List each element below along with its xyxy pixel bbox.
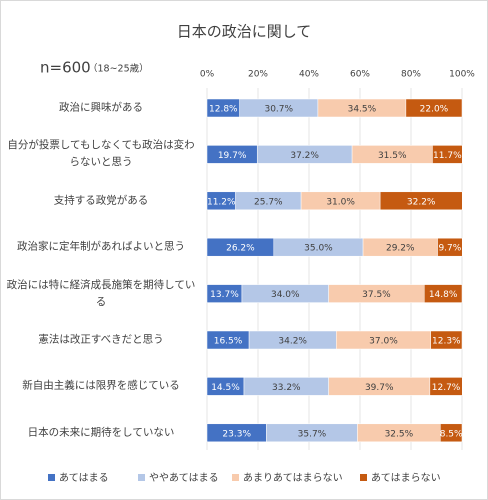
data-label: 39.7%	[365, 383, 394, 393]
bar-segment	[437, 237, 463, 257]
data-label: 11.2%	[207, 197, 236, 207]
chart-title: 日本の政治に関して	[177, 23, 312, 41]
data-label: 37.2%	[290, 151, 319, 161]
x-tick-label: 0%	[200, 70, 215, 80]
legend-swatch	[48, 474, 55, 481]
data-label: 16.5%	[214, 337, 243, 347]
data-label: 32.2%	[407, 197, 436, 207]
legend-label: あまりあてはまらない	[243, 472, 343, 484]
bar-segment	[405, 98, 463, 118]
bar-segment	[429, 377, 463, 396]
category-label: 政治には特に経済成長施策を期待している	[6, 278, 196, 308]
legend-label: あてはまらない	[371, 472, 441, 484]
category-label: 支持する政党がある	[53, 194, 149, 207]
data-label: 35.0%	[304, 244, 333, 254]
category-label: 新自由主義には限界を感じている	[22, 379, 180, 392]
bar-segment	[432, 145, 463, 164]
data-label: 34.0%	[271, 290, 300, 300]
data-label: 14.8%	[429, 290, 458, 300]
legend-swatch	[360, 474, 367, 481]
category-label: 自分が投票してもしなくても政治は変わらないと思う	[7, 139, 195, 169]
data-label: 8.5%	[440, 429, 463, 439]
data-label: 22.0%	[420, 105, 449, 115]
data-label: 13.7%	[210, 290, 239, 300]
bar-segment	[440, 423, 463, 443]
data-label: 29.2%	[386, 244, 415, 254]
x-tick-label: 20%	[248, 70, 268, 80]
data-label: 9.7%	[438, 244, 461, 254]
data-label: 30.7%	[264, 105, 293, 115]
data-label: 12.3%	[432, 337, 461, 347]
x-tick-label: 80%	[401, 70, 421, 80]
data-label: 25.7%	[254, 197, 283, 207]
data-label: 31.0%	[326, 197, 355, 207]
data-label: 33.2%	[272, 383, 301, 393]
legend-label: ややあてはまる	[149, 472, 219, 484]
data-label: 11.7%	[433, 151, 462, 161]
data-label: 34.5%	[348, 105, 377, 115]
legend-label: あてはまる	[59, 472, 109, 484]
data-label: 34.2%	[278, 337, 307, 347]
data-label: 32.5%	[385, 429, 414, 439]
category-label: 憲法は改正すべきだと思う	[38, 333, 164, 346]
category-label: 日本の未来に期待をしていない	[27, 426, 175, 439]
data-label: 31.5%	[378, 151, 407, 161]
sample-size: n=600	[40, 59, 91, 77]
x-tick-label: 100%	[449, 70, 475, 80]
bar-segment	[430, 330, 463, 350]
category-label: 政治家に定年制があればよいと思う	[17, 240, 185, 253]
x-tick-label: 40%	[299, 70, 319, 80]
data-label: 37.0%	[369, 337, 398, 347]
data-label: 23.3%	[222, 429, 251, 439]
bar-segment	[379, 191, 463, 211]
data-label: 35.7%	[298, 429, 327, 439]
data-label: 26.2%	[226, 244, 255, 254]
x-tick-label: 60%	[350, 70, 370, 80]
bar-segment	[424, 284, 463, 303]
data-label: 14.5%	[211, 383, 240, 393]
data-label: 37.5%	[362, 290, 391, 300]
data-label: 12.8%	[209, 105, 238, 115]
legend-swatch	[232, 474, 239, 481]
sample-note: （18~25歳）	[88, 63, 149, 75]
legend-swatch	[138, 474, 145, 481]
data-label: 12.7%	[432, 383, 461, 393]
data-label: 19.7%	[218, 151, 247, 161]
category-label: 政治に興味がある	[59, 101, 143, 114]
